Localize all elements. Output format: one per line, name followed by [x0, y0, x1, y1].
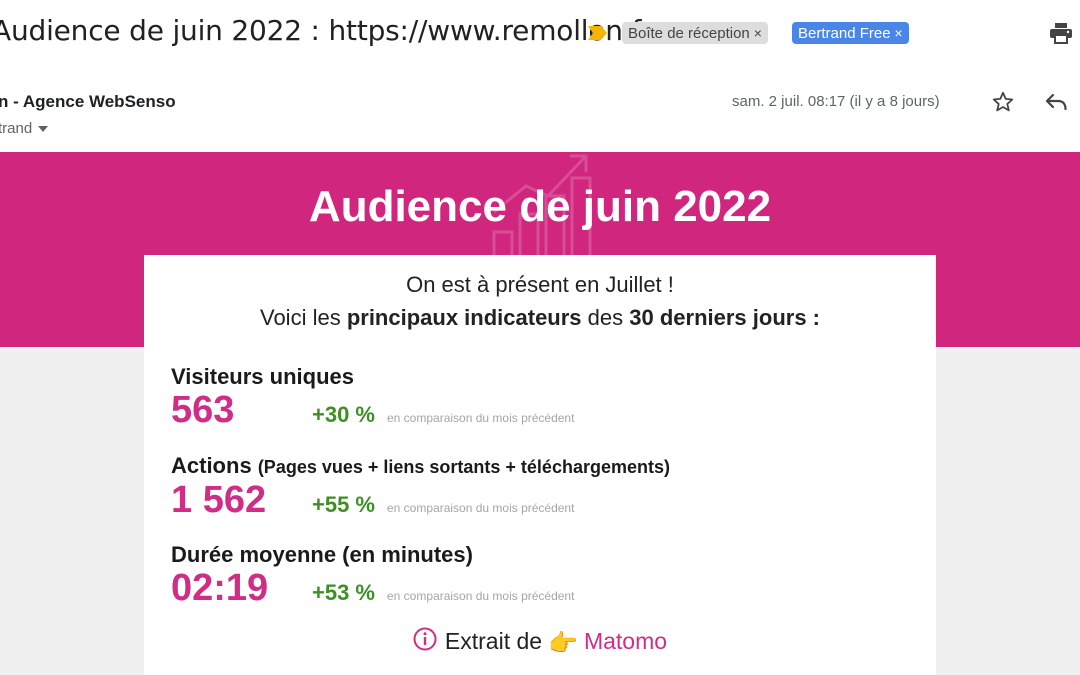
reply-icon[interactable]: [1044, 91, 1068, 113]
intro-text-d: 30 derniers jours :: [629, 305, 820, 330]
recipient-name: trand: [0, 120, 33, 137]
intro-line-1: On est à présent en Juillet !: [406, 272, 674, 297]
metric-title-text: Durée moyenne (en minutes): [171, 542, 473, 567]
metric-note-duration: en comparaison du mois précédent: [387, 589, 575, 603]
label-chip-bertrand-free[interactable]: Bertrand Free ×: [792, 22, 909, 44]
importance-marker-icon[interactable]: [587, 25, 608, 41]
source-line: Extrait de 👉 Matomo: [144, 627, 936, 658]
sender-name[interactable]: n - Agence WebSenso: [0, 92, 176, 111]
info-icon: [413, 627, 437, 651]
remove-label-inbox-button[interactable]: ×: [753, 25, 762, 41]
metric-title-duration: Durée moyenne (en minutes): [171, 542, 473, 568]
recipient-toggle[interactable]: trand: [0, 120, 49, 137]
intro-line-2: Voici les principaux indicateurs des 30 …: [144, 305, 936, 331]
pointing-hand-icon: 👉: [548, 630, 578, 657]
intro-text-a: Voici les: [259, 305, 347, 330]
remove-label-bertrand-free-button[interactable]: ×: [894, 25, 903, 41]
intro-text-c: des: [581, 305, 630, 330]
chevron-down-icon[interactable]: [38, 126, 49, 133]
metric-change-visitors: +30 %: [312, 402, 375, 427]
matomo-link[interactable]: Matomo: [583, 628, 668, 654]
metric-note-actions: en comparaison du mois précédent: [387, 501, 575, 515]
chart-watermark-icon: [492, 154, 592, 262]
message-date: sam. 2 juil. 08:17 (il y a 8 jours): [732, 93, 940, 110]
intro-text-b: principaux indicateurs: [346, 305, 582, 330]
metric-value-duration: 02:19: [171, 567, 269, 609]
stats-card: On est à présent en Juillet ! Voici les …: [144, 255, 936, 675]
metric-subtitle: (Pages vues + liens sortants + télécharg…: [257, 457, 670, 477]
metric-change-duration: +53 %: [312, 580, 375, 605]
metric-change-actions: +55 %: [312, 492, 375, 517]
label-chip-inbox[interactable]: Boîte de réception ×: [622, 22, 768, 44]
source-text: Extrait de: [444, 628, 543, 654]
label-chip-inbox-text: Boîte de réception: [628, 25, 750, 42]
label-chip-bertrand-free-text: Bertrand Free: [798, 25, 891, 42]
metric-title-actions: Actions (Pages vues + liens sortants + t…: [171, 453, 670, 479]
metric-value-visitors: 563: [171, 389, 235, 431]
metric-note-visitors: en comparaison du mois précédent: [387, 411, 575, 425]
metric-title-visitors: Visiteurs uniques: [171, 364, 354, 390]
metric-title-text: Visiteurs uniques: [171, 364, 354, 389]
metric-title-text: Actions: [171, 453, 252, 478]
print-icon[interactable]: [1049, 22, 1073, 44]
star-icon[interactable]: [991, 90, 1015, 114]
email-title: Audience de juin 2022: [308, 182, 772, 231]
metric-value-actions: 1 562: [171, 479, 267, 521]
email-subject: Audience de juin 2022 : https://www.remo…: [0, 14, 653, 47]
